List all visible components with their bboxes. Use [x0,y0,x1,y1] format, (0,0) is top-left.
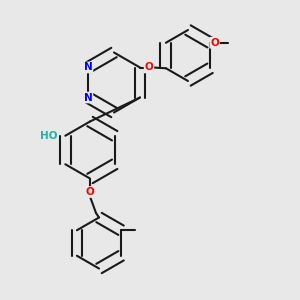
Text: N: N [84,62,92,73]
Text: O: O [210,38,219,48]
Text: HO: HO [40,131,58,141]
Text: N: N [84,92,92,103]
Text: O: O [145,62,153,73]
Text: O: O [85,187,94,197]
